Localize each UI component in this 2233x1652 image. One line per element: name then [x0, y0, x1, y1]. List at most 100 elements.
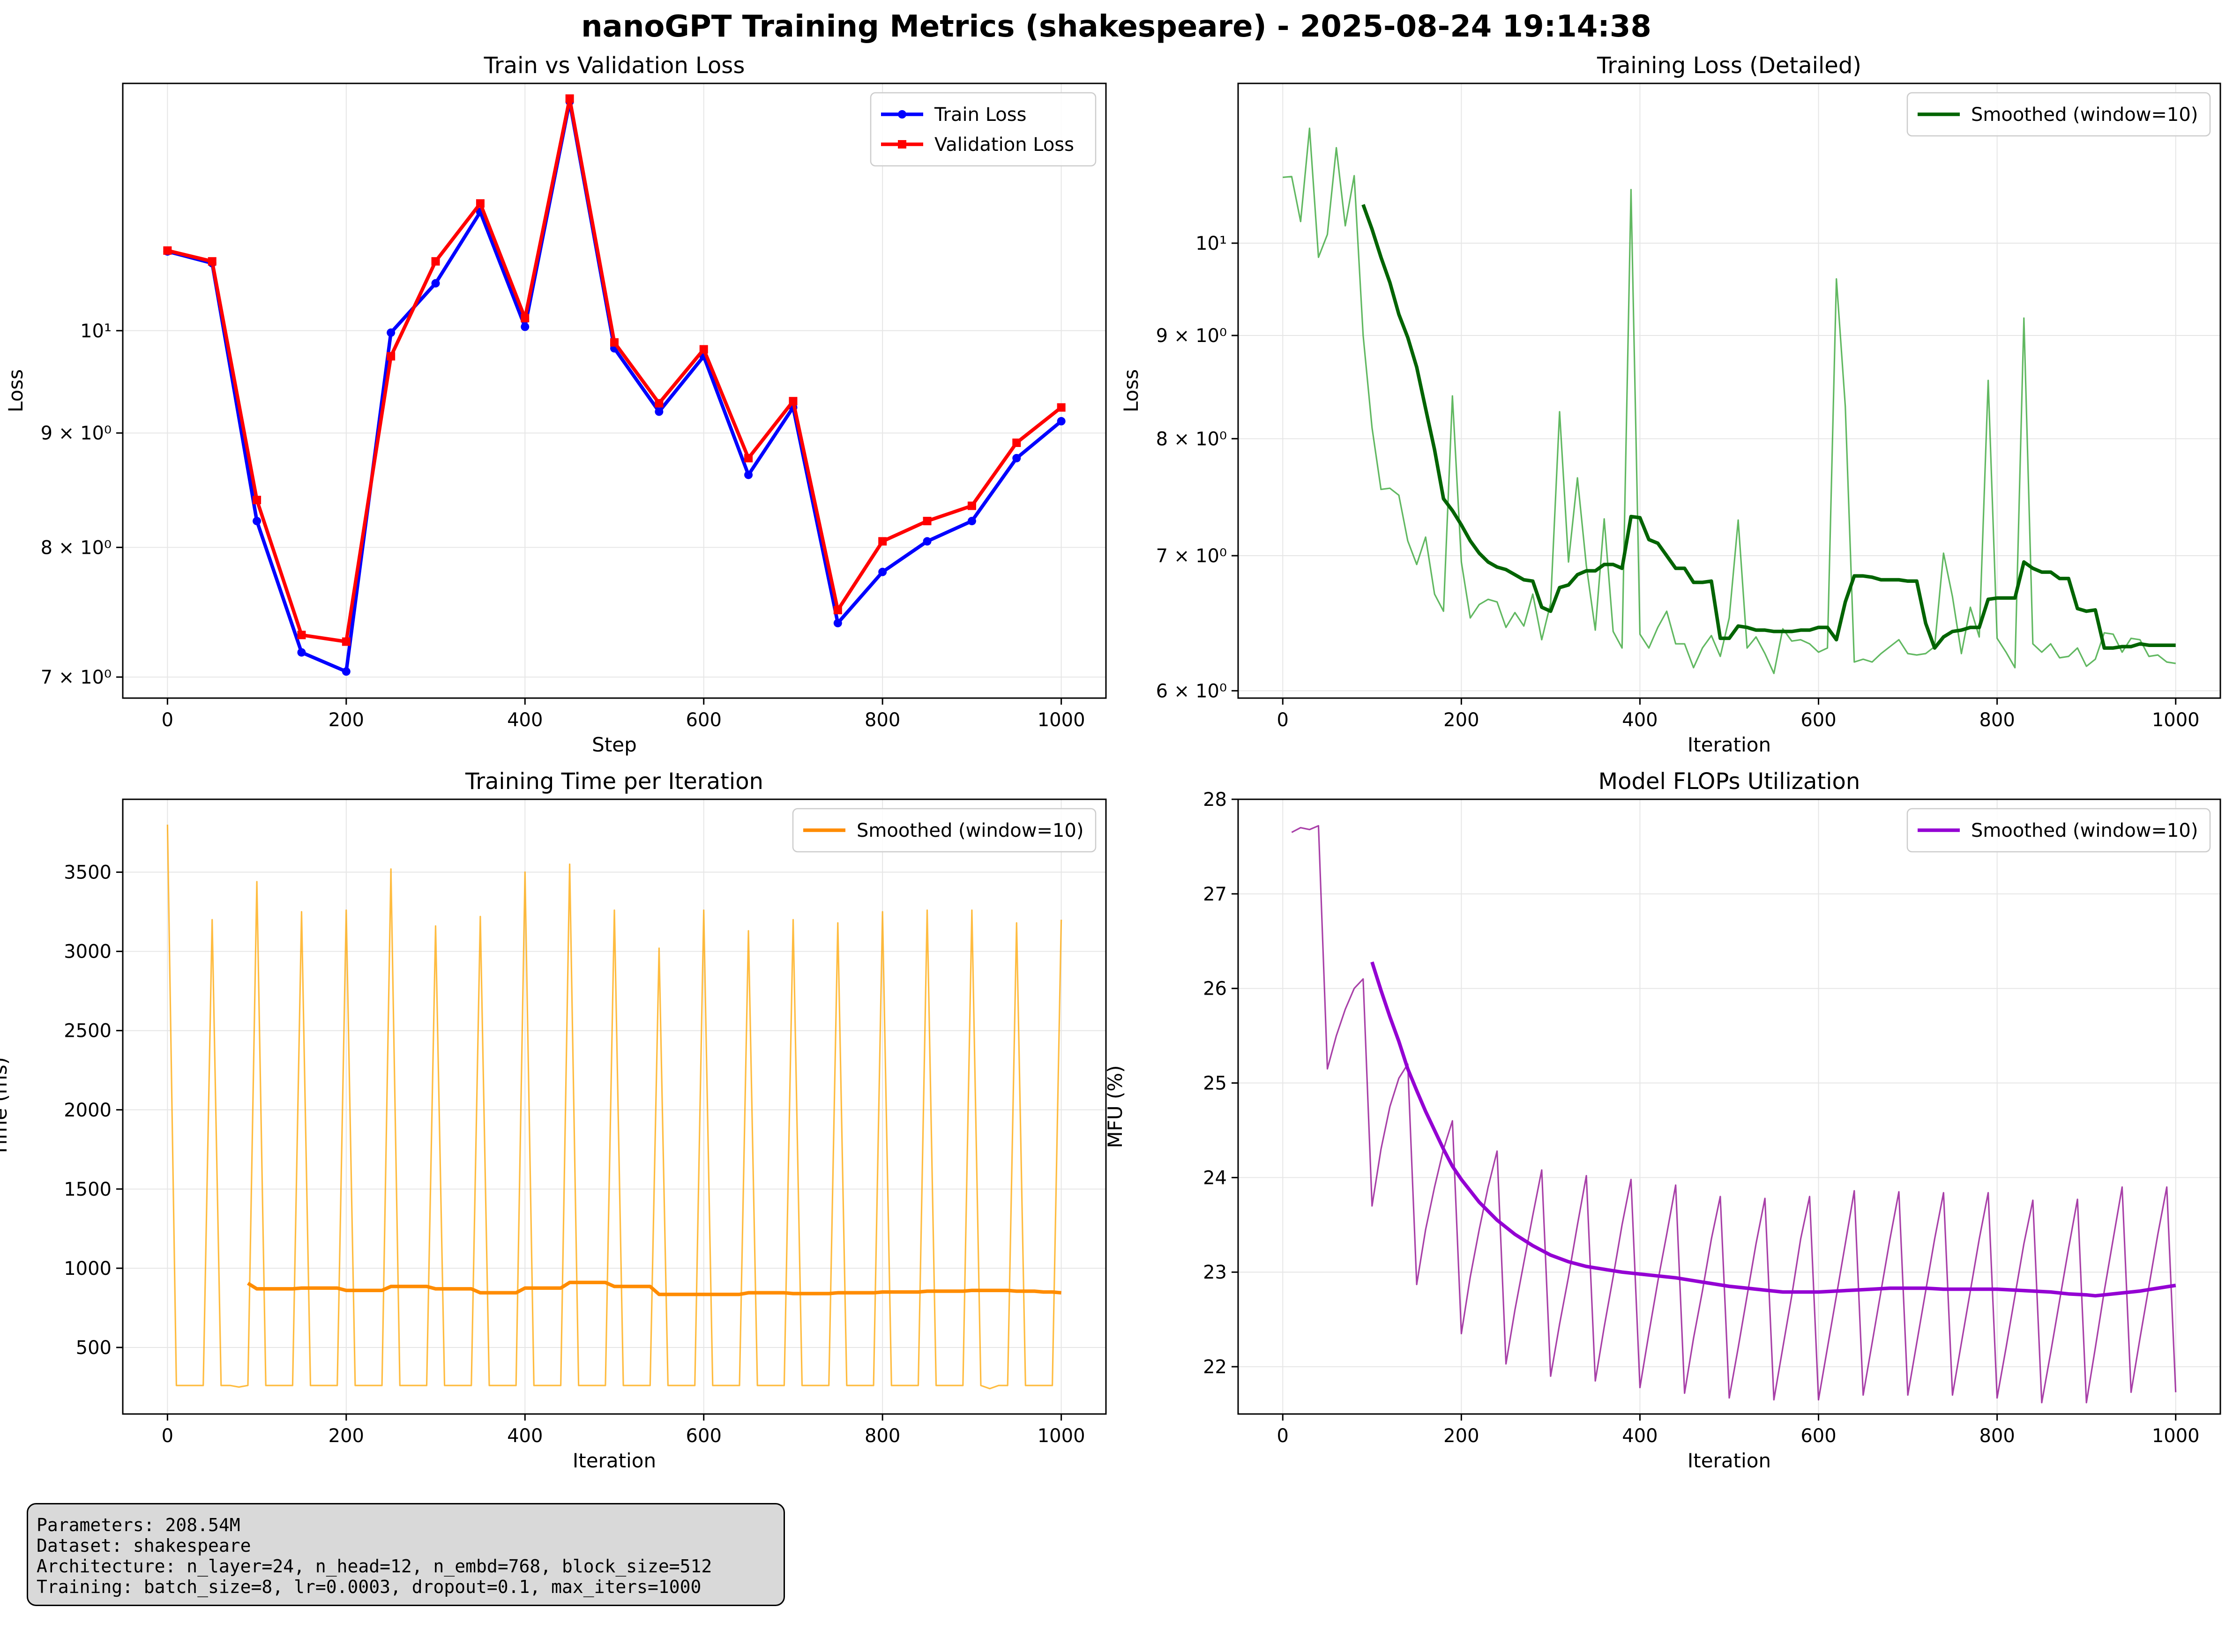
training-loss-detailed-panel: 0 200 400 600 800 1000 6 × 10⁰ 7 × 10⁰ 8 × 10⁰ 9 …: [1120, 52, 2221, 756]
mfu-legend: Smoothed (window=10): [1906, 808, 2211, 853]
training-time-ytick-label: 2500: [64, 1020, 112, 1042]
mfu-ytick-label: 23: [1203, 1262, 1227, 1283]
train-val-loss-series-validation-loss-point: [565, 94, 574, 103]
train-val-loss-series-train-loss-point: [387, 328, 396, 337]
train-val-loss-series-train-loss-point: [1012, 454, 1021, 462]
train-val-loss-series-validation-loss-point: [387, 352, 396, 361]
training-time-xtick-label: 800: [865, 1425, 900, 1447]
config-info-box: Parameters: 208.54M Dataset: shakespeare…: [27, 1503, 785, 1606]
training-time-ytick-label: 3500: [64, 862, 112, 884]
mfu-ylabel: MFU (%): [1104, 1065, 1127, 1148]
mfu-legend-box: [1906, 808, 2211, 853]
train-val-loss-series-validation-loss-point: [1012, 439, 1021, 447]
training-loss-detailed-xlabel: Iteration: [1688, 733, 1771, 756]
train-val-loss-series-validation-loss-point: [610, 338, 619, 347]
train-val-loss-series-train-loss-point: [655, 407, 664, 416]
train-val-loss-series-train-loss-point: [967, 517, 976, 526]
mfu-raw-line: [1291, 825, 2177, 1404]
training-time-series-smoothed-window-10-line: [247, 1280, 1061, 1296]
info-parameters: Parameters: 208.54M: [37, 1515, 240, 1535]
train-val-loss-series-validation-loss-point: [923, 517, 932, 526]
chart-panels: 0 200 400 600 800 1000 7 × 10⁰ 8 × 10⁰ 9 × 10⁰ 10…: [0, 52, 2221, 1472]
training-loss-detailed-xtick-label: 800: [1979, 709, 2015, 731]
train-val-loss-series-validation-loss-line: [167, 97, 1062, 644]
train-val-loss-series-validation-loss-point: [655, 399, 664, 408]
training-time-raw-line: [166, 825, 1062, 1390]
training-time-xtick-label: 400: [507, 1425, 543, 1447]
train-val-loss-xtick-label: 0: [162, 709, 173, 731]
info-dataset: Dataset: shakespeare: [37, 1535, 251, 1556]
training-time-data: [166, 825, 1062, 1390]
training-time-panel: 0 200 400 600 800 1000 500 1000 1500 2000 2500 3000…: [0, 768, 1107, 1472]
train-val-loss-series-validation-loss-point: [744, 454, 753, 462]
train-val-loss-series-validation-loss-point: [163, 246, 172, 255]
training-loss-detailed-ylabel: Loss: [1120, 369, 1143, 412]
training-time-xtick-label: 1000: [1038, 1425, 1085, 1447]
train-val-loss-legend-box: [870, 92, 1097, 167]
mfu-axes-frame: [1237, 798, 2221, 1415]
train-val-loss-series-train-loss-point: [297, 648, 306, 657]
training-loss-detailed-series-smoothed-window-10-line: [1361, 204, 2176, 650]
training-loss-detailed-title: Training Loss (Detailed): [1597, 52, 1861, 79]
mfu-xtick-label: 0: [1277, 1425, 1289, 1447]
training-time-axes-frame: [122, 798, 1107, 1415]
train-val-loss-series-train-loss-point: [833, 618, 842, 627]
mfu-series-smoothed-window-10-line: [1370, 961, 2176, 1298]
mfu-xlabel: Iteration: [1688, 1449, 1771, 1472]
info-training: Training: batch_size=8, lr=0.0003, dropo…: [37, 1577, 702, 1597]
train-val-loss-ytick-label: 8 × 10⁰: [41, 537, 112, 558]
train-val-loss-axes-frame: [122, 82, 1107, 699]
mfu-ytick-label: 27: [1203, 884, 1227, 905]
mfu-ytick-label: 22: [1203, 1356, 1227, 1378]
mfu-xtick-label: 400: [1622, 1425, 1658, 1447]
training-time-ytick-label: 1000: [64, 1258, 112, 1280]
mfu-legend-label: Smoothed (window=10): [1971, 820, 2198, 841]
training-loss-detailed-data: [1283, 127, 2176, 674]
training-loss-detailed-ytick-label: 8 × 10⁰: [1156, 428, 1227, 450]
mfu-ytick-label: 25: [1203, 1073, 1227, 1094]
training-time-ylabel: Time (ms): [0, 1057, 11, 1157]
train-val-loss-series-train-loss-point: [923, 537, 932, 546]
training-time-ytick-label: 3000: [64, 941, 112, 963]
training-loss-detailed-ytick-label: 7 × 10⁰: [1156, 545, 1227, 567]
train-val-loss-series-validation-loss-point: [833, 606, 842, 615]
train-val-loss-series-validation-loss-point: [431, 257, 440, 266]
training-loss-detailed-xtick-label: 1000: [2152, 709, 2200, 731]
training-time-ytick-label: 2000: [64, 1100, 112, 1121]
training-loss-detailed-raw-line: [1283, 127, 2176, 674]
train-val-loss-series-validation-loss-point: [297, 631, 306, 640]
train-val-loss-series-validation-loss-point: [342, 637, 351, 646]
train-val-loss-series-train-loss-point: [342, 667, 351, 676]
training-time-legend: Smoothed (window=10): [792, 808, 1097, 853]
training-time-xtick-label: 0: [162, 1425, 173, 1447]
mfu-panel: 0 200 400 600 800 1000 22 23 24 25 26 27 28 Model FLO…: [1104, 768, 2221, 1472]
training-time-legend-box: [792, 808, 1097, 853]
train-val-loss-series-validation-loss-point: [208, 257, 217, 266]
train-val-loss-ytick-label: 9 × 10⁰: [41, 423, 112, 444]
training-loss-detailed-ytick-label: 9 × 10⁰: [1156, 325, 1227, 347]
training-loss-detailed-axes-frame: [1237, 82, 2221, 699]
info-architecture: Architecture: n_layer=24, n_head=12, n_e…: [37, 1556, 712, 1577]
train-val-loss-ytick-label: 10¹: [80, 320, 112, 342]
training-time-ytick-label: 500: [76, 1337, 112, 1359]
train-val-loss-series-train-loss-point: [1057, 417, 1066, 426]
training-loss-detailed-xtick-label: 0: [1277, 709, 1289, 731]
mfu-ytick-label: 24: [1203, 1167, 1227, 1189]
training-time-xlabel: Iteration: [573, 1449, 656, 1472]
train-val-loss-data: [163, 94, 1066, 676]
mfu-ytick-label: 26: [1203, 978, 1227, 1000]
train-val-loss-series-validation-loss-point: [878, 537, 887, 546]
training-loss-detailed-legend-box: [1906, 92, 2211, 137]
train-val-loss-series-validation-loss-point: [521, 314, 530, 323]
train-val-loss-legend-label: Validation Loss: [934, 134, 1074, 156]
train-val-loss-legend-label: Train Loss: [934, 104, 1026, 126]
train-val-loss-series-train-loss-point: [253, 517, 261, 526]
mfu-xtick-label: 1000: [2152, 1425, 2200, 1447]
train-val-loss-series-train-loss-line: [167, 100, 1062, 674]
training-time-xtick-label: 200: [329, 1425, 364, 1447]
training-time-title: Training Time per Iteration: [465, 768, 763, 795]
training-time-legend-label: Smoothed (window=10): [857, 820, 1083, 841]
mfu-xtick-label: 200: [1443, 1425, 1479, 1447]
train-val-loss-series-validation-loss-point: [789, 397, 798, 406]
